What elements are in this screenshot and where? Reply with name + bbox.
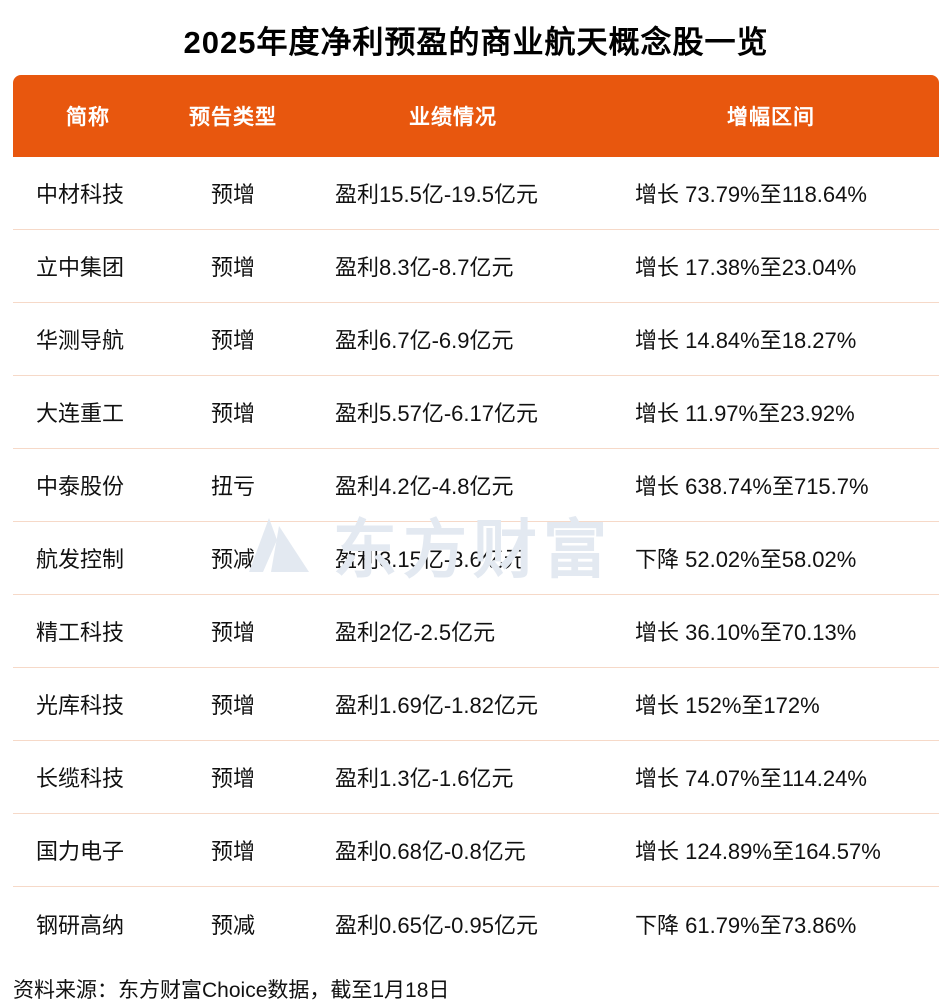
- table-row: 华测导航 预增 盈利6.7亿-6.9亿元 增长 14.84%至18.27%: [13, 303, 939, 376]
- stock-name-cell: 中泰股份: [36, 474, 125, 499]
- table-row: 钢研高纳 预减 盈利0.65亿-0.95亿元 下降 61.79%至73.86%: [13, 887, 939, 960]
- data-source-note: 资料来源：东方财富Choice数据，截至1月18日: [13, 979, 450, 1002]
- forecast-type-cell: 预增: [210, 766, 255, 791]
- table-header-row: 简称 预告类型 业绩情况 增幅区间: [13, 75, 939, 157]
- stock-name-cell: 国力电子: [36, 839, 125, 864]
- table-row: 中泰股份 扭亏 盈利4.2亿-4.8亿元 增长 638.74%至715.7%: [13, 449, 939, 522]
- stock-name-cell: 大连重工: [36, 401, 125, 426]
- growth-range-cell: 增长 11.97%至23.92%: [635, 401, 855, 426]
- performance-cell: 盈利6.7亿-6.9亿元: [335, 328, 514, 353]
- performance-cell: 盈利1.3亿-1.6亿元: [335, 766, 514, 791]
- table-row: 精工科技 预增 盈利2亿-2.5亿元 增长 36.10%至70.13%: [13, 595, 939, 668]
- performance-cell: 盈利3.15亿-3.6亿元: [335, 547, 526, 572]
- header-performance: 业绩情况: [409, 106, 497, 129]
- forecast-type-cell: 预增: [210, 839, 255, 864]
- stock-name-cell: 精工科技: [36, 620, 125, 645]
- performance-cell: 盈利8.3亿-8.7亿元: [335, 255, 514, 280]
- growth-range-cell: 增长 74.07%至114.24%: [635, 766, 867, 791]
- forecast-type-cell: 扭亏: [210, 474, 255, 499]
- growth-range-cell: 增长 638.74%至715.7%: [635, 474, 869, 499]
- forecast-type-cell: 预增: [210, 620, 255, 645]
- stock-name-cell: 长缆科技: [36, 766, 125, 791]
- performance-cell: 盈利1.69亿-1.82亿元: [335, 693, 538, 718]
- page-title: 2025年度净利预盈的商业航天概念股一览: [183, 25, 769, 60]
- stock-name-cell: 中材科技: [36, 182, 125, 207]
- performance-cell: 盈利15.5亿-19.5亿元: [335, 182, 538, 207]
- growth-range-cell: 增长 14.84%至18.27%: [635, 328, 857, 353]
- growth-range-cell: 增长 152%至172%: [635, 693, 820, 718]
- growth-range-cell: 增长 124.89%至164.57%: [635, 839, 881, 864]
- header-growth-range: 增幅区间: [727, 106, 815, 129]
- forecast-type-cell: 预减: [210, 912, 255, 938]
- table-row: 中材科技 预增 盈利15.5亿-19.5亿元 增长 73.79%至118.64%: [13, 157, 939, 230]
- performance-cell: 盈利5.57亿-6.17亿元: [335, 401, 538, 426]
- table-row: 国力电子 预增 盈利0.68亿-0.8亿元 增长 124.89%至164.57%: [13, 814, 939, 887]
- stock-name-cell: 华测导航: [36, 328, 125, 353]
- forecast-type-cell: 预增: [210, 401, 255, 426]
- header-stock-name: 简称: [66, 106, 110, 129]
- table-row: 大连重工 预增 盈利5.57亿-6.17亿元 增长 11.97%至23.92%: [13, 376, 939, 449]
- header-forecast-type: 预告类型: [189, 106, 277, 129]
- growth-range-cell: 增长 36.10%至70.13%: [635, 620, 857, 645]
- table-row: 航发控制 预减 盈利3.15亿-3.6亿元 下降 52.02%至58.02%: [13, 522, 939, 595]
- forecast-type-cell: 预增: [210, 255, 255, 280]
- stock-name-cell: 光库科技: [36, 693, 125, 718]
- performance-cell: 盈利0.68亿-0.8亿元: [335, 839, 526, 864]
- stock-name-cell: 钢研高纳: [36, 912, 125, 938]
- growth-range-cell: 增长 17.38%至23.04%: [635, 255, 857, 280]
- forecast-type-cell: 预减: [210, 547, 255, 572]
- table-row: 长缆科技 预增 盈利1.3亿-1.6亿元 增长 74.07%至114.24%: [13, 741, 939, 814]
- performance-cell: 盈利4.2亿-4.8亿元: [335, 474, 514, 499]
- forecast-type-cell: 预增: [210, 182, 255, 207]
- forecast-type-cell: 预增: [210, 693, 255, 718]
- growth-range-cell: 下降 52.02%至58.02%: [635, 547, 857, 572]
- stock-name-cell: 立中集团: [36, 255, 125, 280]
- table-body: 中材科技 预增 盈利15.5亿-19.5亿元 增长 73.79%至118.64% 立中集…: [13, 157, 939, 960]
- table-row: 光库科技 预增 盈利1.69亿-1.82亿元 增长 152%至172%: [13, 668, 939, 741]
- performance-cell: 盈利0.65亿-0.95亿元: [335, 912, 538, 938]
- performance-cell: 盈利2亿-2.5亿元: [335, 620, 496, 645]
- stocks-table: 简称 预告类型 业绩情况 增幅区间 中材科技 预增 盈利15.5亿-19.5亿元 增长…: [13, 75, 939, 960]
- stock-name-cell: 航发控制: [36, 547, 125, 572]
- growth-range-cell: 下降 61.79%至73.86%: [635, 912, 857, 938]
- table-row: 立中集团 预增 盈利8.3亿-8.7亿元 增长 17.38%至23.04%: [13, 230, 939, 303]
- growth-range-cell: 增长 73.79%至118.64%: [635, 182, 867, 207]
- forecast-type-cell: 预增: [210, 328, 255, 353]
